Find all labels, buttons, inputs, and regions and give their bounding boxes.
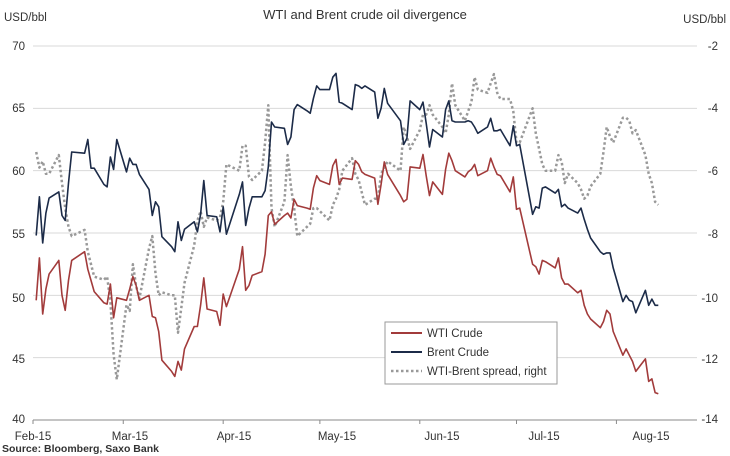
left-tick-label: 45	[12, 354, 25, 366]
x-tick-label: Mar-15	[112, 431, 148, 443]
left-tick-labels: 40 45 50 55 60 65 70	[12, 41, 25, 426]
left-tick-label: 55	[12, 229, 25, 241]
right-tick-label: -14	[701, 414, 718, 426]
left-tick-label: 60	[12, 166, 25, 178]
legend-label-brent: Brent Crude	[427, 347, 489, 359]
right-tick-label: -10	[701, 293, 718, 305]
source-note: Source: Bloomberg, Saxo Bank	[2, 443, 159, 455]
left-axis-unit: USD/bbl	[4, 12, 47, 24]
x-tick-labels: Feb-15 Mar-15 Apr-15 May-15 Jun-15 Jul-1…	[15, 431, 670, 443]
x-tick-label: Feb-15	[15, 431, 51, 443]
legend-label-wti: WTI Crude	[427, 328, 483, 340]
series-line-brent-crude	[35, 72, 659, 314]
x-tick-label: Jun-15	[424, 431, 459, 443]
left-tick-label: 40	[12, 414, 25, 426]
x-tick-label: Aug-15	[632, 431, 669, 443]
chart-title: WTI and Brent crude oil divergence	[263, 7, 467, 22]
right-tick-label: -8	[708, 229, 718, 241]
right-tick-label: -4	[708, 103, 719, 115]
left-tick-label: 50	[12, 293, 25, 305]
right-tick-label: -6	[708, 166, 718, 178]
right-axis-unit: USD/bbl	[683, 14, 726, 26]
grid	[32, 45, 697, 424]
left-tick-label: 65	[12, 103, 25, 115]
series-group	[34, 72, 660, 395]
x-tick-label: Apr-15	[217, 431, 252, 443]
legend: WTI Crude Brent Crude WTI-Brent spread, …	[384, 321, 558, 385]
series-line-wti-crude	[35, 152, 659, 395]
legend-label-spread: WTI-Brent spread, right	[427, 366, 547, 378]
x-tick-label: May-15	[318, 431, 356, 443]
series-line-wti-brent-spread-right	[34, 72, 660, 381]
right-tick-label: -12	[701, 354, 718, 366]
right-tick-labels: -14 -12 -10 -8 -6 -4 -2	[701, 41, 718, 426]
x-tick-label: Jul-15	[528, 431, 559, 443]
left-tick-label: 70	[12, 41, 25, 53]
right-tick-label: -2	[708, 41, 718, 53]
